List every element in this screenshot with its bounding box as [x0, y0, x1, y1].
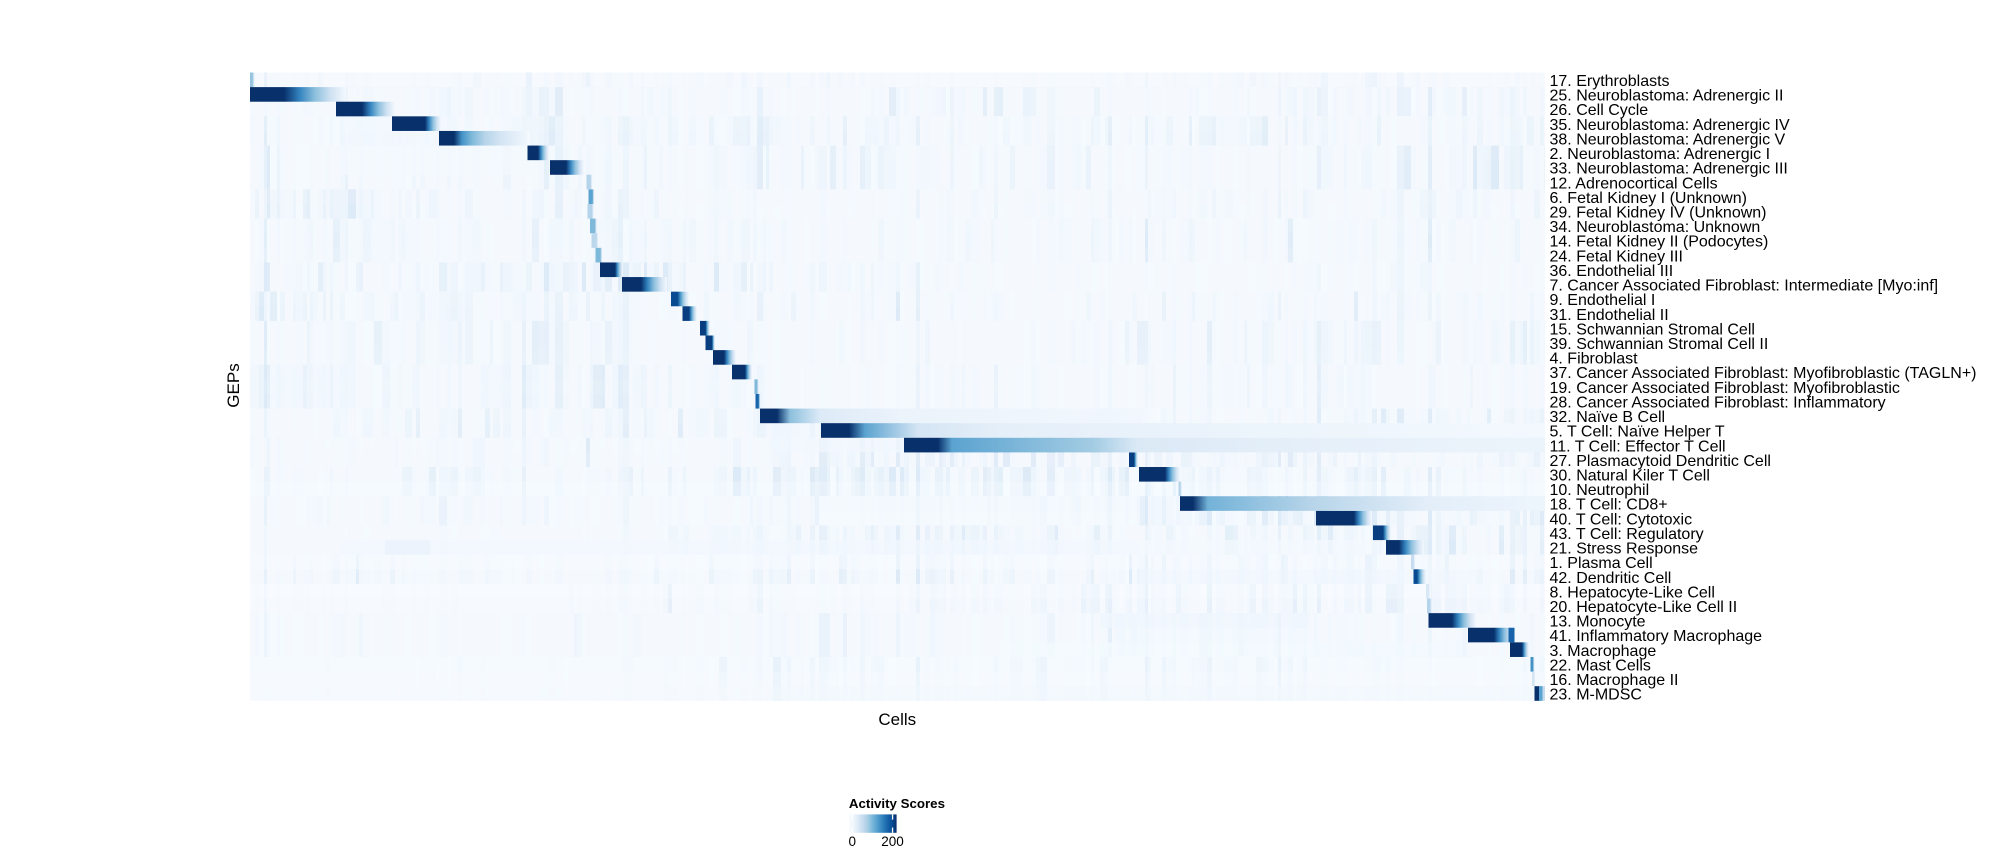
- svg-text:5. T Cell: Naïve Helper T: 5. T Cell: Naïve Helper T: [1550, 424, 1725, 441]
- svg-text:28. Cancer Associated Fibrobla: 28. Cancer Associated Fibroblast: Inflam…: [1550, 394, 1886, 411]
- svg-text:38. Neuroblastoma: Adrenergic: 38. Neuroblastoma: Adrenergic V: [1550, 131, 1786, 148]
- svg-text:39. Schwannian Stromal Cell II: 39. Schwannian Stromal Cell II: [1550, 336, 1769, 353]
- svg-text:2. Neuroblastoma: Adrenergic I: 2. Neuroblastoma: Adrenergic I: [1550, 146, 1771, 163]
- svg-text:15. Schwannian Stromal Cell: 15. Schwannian Stromal Cell: [1550, 321, 1755, 338]
- svg-text:16. Macrophage II: 16. Macrophage II: [1550, 672, 1679, 689]
- svg-text:37. Cancer Associated Fibrobla: 37. Cancer Associated Fibroblast: Myofib…: [1550, 365, 1977, 382]
- svg-text:1. Plasma Cell: 1. Plasma Cell: [1550, 555, 1653, 572]
- svg-text:Activity Scores: Activity Scores: [849, 796, 945, 811]
- svg-text:23. M-MDSC: 23. M-MDSC: [1550, 687, 1642, 704]
- svg-text:4. Fibroblast: 4. Fibroblast: [1550, 351, 1639, 368]
- svg-text:27. Plasmacytoid Dendritic Cel: 27. Plasmacytoid Dendritic Cell: [1550, 453, 1771, 470]
- svg-text:20. Hepatocyte-Like Cell II: 20. Hepatocyte-Like Cell II: [1550, 599, 1738, 616]
- svg-text:36. Endothelial III: 36. Endothelial III: [1550, 263, 1674, 280]
- svg-text:3. Macrophage: 3. Macrophage: [1550, 643, 1657, 660]
- svg-text:30. Natural Kiler T Cell: 30. Natural Kiler T Cell: [1550, 468, 1710, 485]
- svg-text:24. Fetal Kidney III: 24. Fetal Kidney III: [1550, 248, 1683, 265]
- svg-text:8. Hepatocyte-Like Cell: 8. Hepatocyte-Like Cell: [1550, 584, 1715, 601]
- svg-text:19. Cancer Associated Fibrobla: 19. Cancer Associated Fibroblast: Myofib…: [1550, 380, 1900, 397]
- svg-text:17. Erythroblasts: 17. Erythroblasts: [1550, 73, 1670, 90]
- svg-text:42. Dendritic Cell: 42. Dendritic Cell: [1550, 570, 1672, 587]
- svg-text:21. Stress Response: 21. Stress Response: [1550, 541, 1699, 558]
- svg-text:43. T Cell: Regulatory: 43. T Cell: Regulatory: [1550, 526, 1704, 543]
- svg-text:14. Fetal Kidney II (Podocytes: 14. Fetal Kidney II (Podocytes): [1550, 234, 1769, 251]
- svg-text:22. Mast Cells: 22. Mast Cells: [1550, 657, 1651, 674]
- svg-text:29. Fetal Kidney IV (Unknown): 29. Fetal Kidney IV (Unknown): [1550, 205, 1767, 222]
- svg-text:33. Neuroblastoma: Adrenergic: 33. Neuroblastoma: Adrenergic III: [1550, 161, 1788, 178]
- svg-text:26. Cell Cycle: 26. Cell Cycle: [1550, 102, 1649, 119]
- svg-text:10. Neutrophil: 10. Neutrophil: [1550, 482, 1650, 499]
- svg-text:40. T Cell: Cytotoxic: 40. T Cell: Cytotoxic: [1550, 511, 1693, 528]
- svg-text:11. T Cell: Effector T Cell: 11. T Cell: Effector T Cell: [1550, 438, 1726, 455]
- svg-text:GEPs: GEPs: [224, 363, 243, 407]
- svg-text:13. Monocyte: 13. Monocyte: [1550, 614, 1646, 631]
- svg-text:25. Neuroblastoma: Adrenergic: 25. Neuroblastoma: Adrenergic II: [1550, 88, 1784, 105]
- svg-text:12. Adrenocortical Cells: 12. Adrenocortical Cells: [1550, 175, 1718, 192]
- svg-text:0: 0: [848, 834, 856, 849]
- svg-text:34. Neuroblastoma: Unknown: 34. Neuroblastoma: Unknown: [1550, 219, 1761, 236]
- svg-text:Cells: Cells: [878, 710, 916, 729]
- svg-text:31. Endothelial II: 31. Endothelial II: [1550, 307, 1669, 324]
- svg-text:9. Endothelial I: 9. Endothelial I: [1550, 292, 1656, 309]
- svg-text:200: 200: [881, 834, 904, 849]
- svg-text:35. Neuroblastoma: Adrenergic: 35. Neuroblastoma: Adrenergic IV: [1550, 117, 1790, 134]
- svg-text:18. T Cell: CD8+: 18. T Cell: CD8+: [1550, 497, 1668, 514]
- svg-text:41. Inflammatory Macrophage: 41. Inflammatory Macrophage: [1550, 628, 1763, 645]
- svg-text:7. Cancer Associated Fibroblas: 7. Cancer Associated Fibroblast: Interme…: [1550, 278, 1939, 295]
- svg-text:32. Naïve B Cell: 32. Naïve B Cell: [1550, 409, 1666, 426]
- svg-text:6. Fetal Kidney I (Unknown): 6. Fetal Kidney I (Unknown): [1550, 190, 1747, 207]
